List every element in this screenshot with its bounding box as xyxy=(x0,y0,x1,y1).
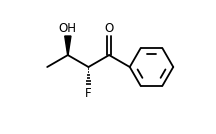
Text: O: O xyxy=(105,22,114,35)
Text: F: F xyxy=(85,87,92,100)
Text: OH: OH xyxy=(59,22,77,35)
Polygon shape xyxy=(65,36,71,55)
